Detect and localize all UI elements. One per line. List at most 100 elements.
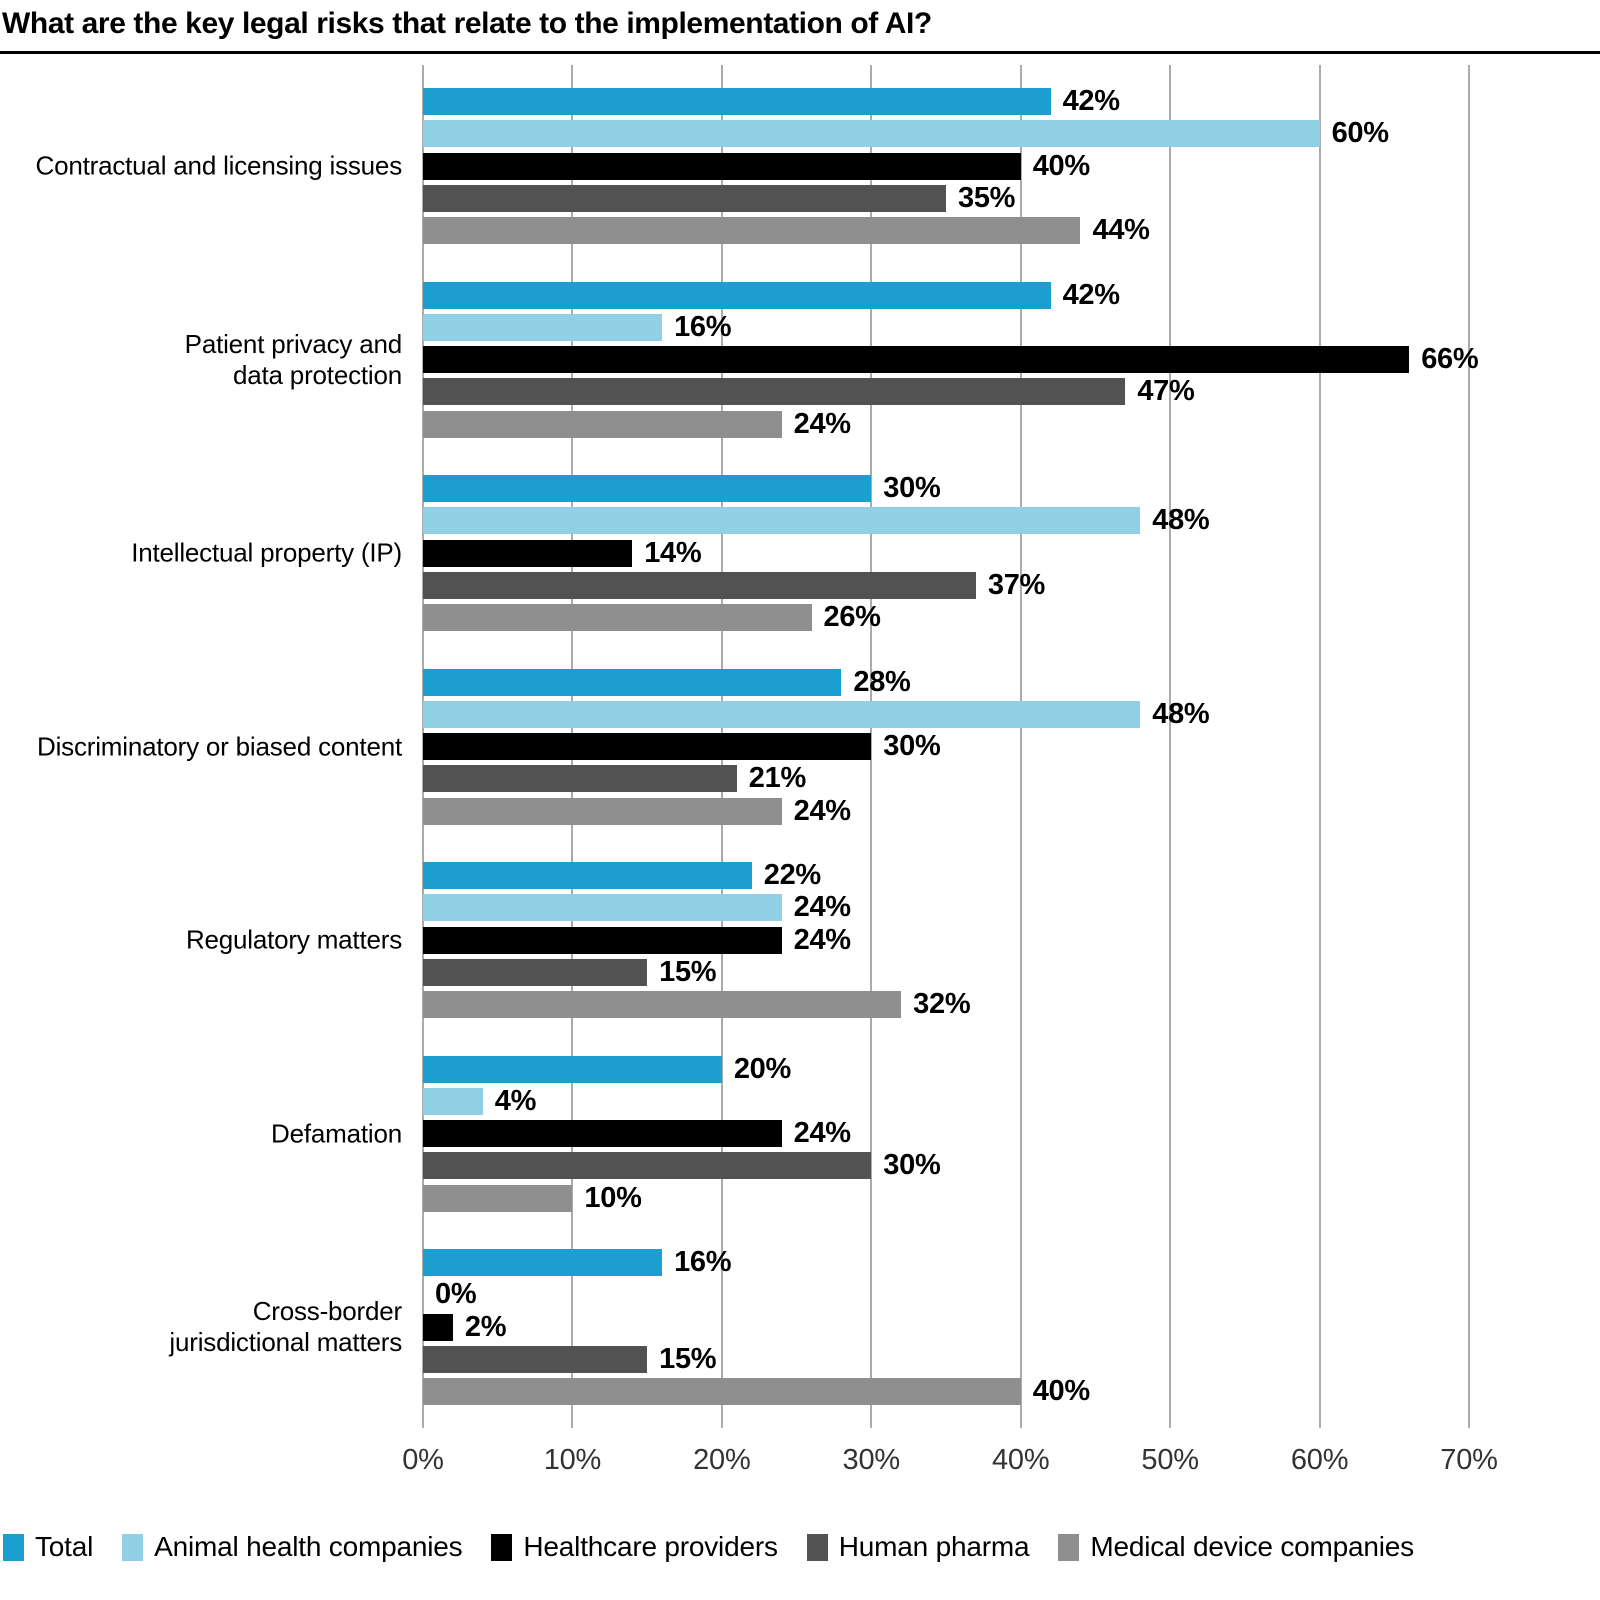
x-tick-label-10: 10%: [543, 1444, 602, 1476]
bar-healthcare-providers: [423, 152, 1021, 180]
bar-row-total: 20%: [423, 1052, 1469, 1085]
bar-row-medical-device-companies: 24%: [423, 409, 1469, 438]
bar-value-label: 30%: [883, 472, 941, 504]
bar-value-label: 21%: [748, 762, 806, 795]
bar-row-human-pharma: 35%: [423, 181, 1469, 214]
x-tick-label-70: 70%: [1440, 1444, 1498, 1476]
bar-animal-health-companies: [423, 313, 663, 341]
bar-value-label: 60%: [1331, 117, 1389, 150]
gridline-70: [1468, 65, 1470, 1428]
bar-healthcare-providers: [423, 539, 633, 567]
bar-value-label: 24%: [793, 891, 851, 924]
bar-animal-health-companies: [423, 1087, 483, 1115]
bar-animal-health-companies: [423, 894, 782, 922]
bar-row-total: 16%: [423, 1246, 1469, 1278]
bar-value-label: 35%: [958, 181, 1016, 214]
bar-row-healthcare-providers: 66%: [423, 345, 1479, 374]
category-label-regulatory-matters: Regulatory matters: [185, 924, 402, 955]
bar-row-medical-device-companies: 24%: [423, 794, 1469, 827]
bar-healthcare-providers: [423, 346, 1410, 373]
legend-item-animal-health-companies: Animal health companies: [122, 1531, 463, 1563]
gridline-30: [870, 65, 873, 1428]
bar-row-healthcare-providers: 2%: [423, 1312, 1469, 1341]
legend-swatch-human-pharma: [806, 1533, 828, 1561]
bar-row-medical-device-companies: 40%: [423, 1375, 1469, 1407]
bar-value-label: 66%: [1421, 343, 1479, 375]
bar-row-animal-health-companies: 4%: [423, 1084, 1469, 1117]
bar-row-medical-device-companies: 32%: [423, 990, 1469, 1019]
bar-healthcare-providers: [423, 1120, 782, 1147]
legend-item-total: Total: [3, 1531, 93, 1563]
bar-total: [423, 88, 1051, 115]
bar-human-pharma: [423, 958, 648, 986]
bar-row-human-pharma: 21%: [423, 762, 1469, 795]
bar-value-label: 16%: [674, 1246, 732, 1278]
bar-value-label: 42%: [1062, 85, 1120, 117]
bar-human-pharma: [423, 184, 946, 212]
bar-medical-device-companies: [423, 410, 782, 438]
bar-row-healthcare-providers: 30%: [423, 730, 1469, 762]
legend-item-healthcare-providers: Healthcare providers: [491, 1531, 778, 1563]
bar-animal-health-companies: [423, 120, 1320, 148]
bar-group-patient-privacy-and: 42% 16% 66% 47% 24%: [423, 278, 1479, 438]
bar-value-label: 4%: [494, 1084, 537, 1117]
bar-value-label: 40%: [1032, 1375, 1090, 1407]
bar-total: [423, 281, 1051, 309]
bar-medical-device-companies: [423, 1184, 573, 1212]
bar-row-medical-device-companies: 44%: [423, 216, 1469, 245]
bar-row-medical-device-companies: 26%: [423, 601, 1469, 633]
bar-value-label: 48%: [1152, 504, 1210, 537]
bar-group-cross-border: 16% 0% 2% 15% 40%: [423, 1246, 1469, 1407]
gridline-60: [1318, 65, 1321, 1428]
bar-human-pharma: [423, 1152, 872, 1180]
bar-value-label: 28%: [853, 665, 911, 698]
bar-value-label: 14%: [644, 536, 702, 569]
bar-value-label: 26%: [823, 601, 881, 633]
bar-row-animal-health-companies: 0%: [423, 1280, 1469, 1309]
legend-label-medical-device-companies: Medical device companies: [1090, 1531, 1414, 1562]
bar-human-pharma: [423, 378, 1126, 406]
bar-value-label: 30%: [883, 730, 941, 762]
legend-swatch-medical-device-companies: [1058, 1533, 1080, 1561]
bar-medical-device-companies: [423, 217, 1081, 244]
bar-value-label: 15%: [659, 955, 717, 988]
category-label-contractual-and-licensing-issues: Contractual and licensing issues: [35, 150, 403, 181]
bar-medical-device-companies: [423, 1378, 1021, 1405]
legend-label-total: Total: [35, 1531, 94, 1562]
legend-swatch-animal-health-companies: [122, 1533, 144, 1561]
bar-total: [423, 475, 872, 502]
bar-row-human-pharma: 15%: [423, 1344, 1469, 1373]
bar-value-label: 48%: [1152, 697, 1210, 730]
bar-value-label: 42%: [1062, 278, 1120, 311]
bar-medical-device-companies: [423, 991, 902, 1018]
bar-row-animal-health-companies: 16%: [423, 312, 1469, 341]
bar-group-intellectual-property-ip: 30% 48% 14% 37% 26%: [423, 472, 1469, 633]
bar-value-label: 24%: [793, 794, 851, 827]
bar-total: [423, 1249, 663, 1276]
bar-row-total: 30%: [423, 472, 1469, 504]
bar-value-label: 20%: [733, 1052, 791, 1085]
bar-row-human-pharma: 47%: [423, 375, 1469, 408]
bar-value-label: 47%: [1137, 375, 1195, 408]
bar-row-total: 42%: [423, 278, 1469, 311]
bar-row-human-pharma: 37%: [423, 568, 1469, 601]
bar-value-label: 40%: [1032, 149, 1090, 182]
bar-value-label: 10%: [584, 1181, 642, 1214]
bar-total: [423, 668, 842, 696]
bar-row-total: 28%: [423, 665, 1469, 698]
bar-healthcare-providers: [423, 1313, 453, 1341]
bar-group-contractual-and-licensing-issues: 42% 60% 40% 35% 44%: [423, 85, 1469, 245]
bar-row-healthcare-providers: 24%: [423, 1119, 1469, 1148]
bar-group-defamation: 20% 4% 24% 30% 10%: [423, 1052, 1469, 1214]
legend-label-healthcare-providers: Healthcare providers: [523, 1531, 778, 1562]
bar-value-label: 37%: [987, 568, 1046, 601]
x-tick-label-20: 20%: [693, 1444, 751, 1476]
x-tick-label-50: 50%: [1141, 1444, 1199, 1476]
bar-row-animal-health-companies: 60%: [423, 117, 1469, 150]
bar-medical-device-companies: [423, 604, 812, 631]
bar-group-regulatory-matters: 22% 24% 24% 15% 32%: [423, 861, 1469, 1019]
legend-swatch-total: [3, 1533, 24, 1561]
bar-total: [423, 1055, 722, 1083]
x-tick-label-40: 40%: [991, 1444, 1050, 1476]
